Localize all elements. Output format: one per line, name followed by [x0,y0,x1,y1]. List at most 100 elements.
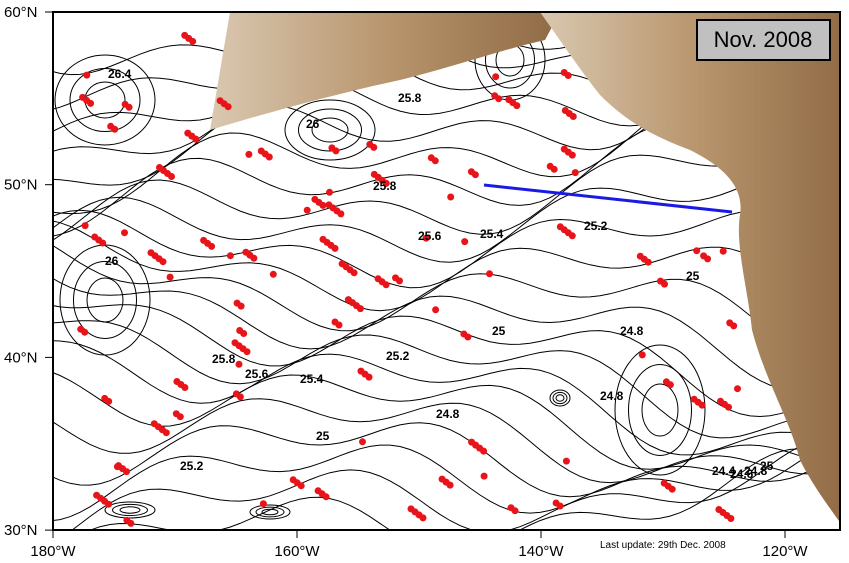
float [382,179,390,187]
contour [53,172,840,263]
contour [112,503,148,517]
float [513,102,521,110]
float [81,328,89,336]
float [303,206,311,214]
float [127,519,135,527]
contour-label: 25.8 [373,179,397,193]
float [727,515,735,522]
contour-label: 24.8 [600,389,624,403]
float [511,507,519,515]
float [226,252,234,260]
contour-label: 25.6 [245,367,269,381]
float [236,393,244,401]
float [319,201,327,209]
contour [284,99,376,161]
contour-label: 25 [316,429,330,443]
float [447,193,455,201]
contour [628,364,692,456]
contour-labels: 26.4 26 25.8 25.8 25.8 25.6 25.6 25.4 25… [105,67,774,481]
contour-label: 25 [686,269,700,283]
float [432,306,440,314]
float [568,232,576,240]
float [480,447,488,455]
float [698,401,706,409]
contour [53,278,840,390]
contour [73,261,137,339]
float [725,403,732,411]
float [189,37,197,45]
float [419,514,427,522]
contour [53,340,840,456]
float [422,234,430,242]
section-line [483,183,733,214]
contour [86,277,124,323]
float [240,330,248,337]
contour [53,398,840,484]
contour-label: 26 [306,117,320,131]
contour [552,391,568,405]
floats [77,31,741,527]
float [431,157,439,165]
north-america [540,12,840,523]
contour-label: 25.6 [418,229,442,243]
contour [53,436,840,522]
contours [53,12,840,530]
contour [255,506,285,518]
contour [53,245,840,358]
float [486,270,493,278]
float [638,351,646,359]
float [123,468,130,476]
lon-label: 160°W [274,543,320,560]
contour [54,54,156,146]
float [382,281,390,289]
float [250,254,258,262]
float [568,151,576,159]
axis-labels: 60°N 50°N 40°N 30°N 180°W 160°W 140°W 120°W [4,4,808,560]
contour [614,344,706,476]
contour [119,506,141,514]
float [365,373,373,381]
lon-label: 180°W [30,543,76,560]
contour-label: 25.2 [584,219,608,233]
float [495,95,503,103]
float [461,238,469,246]
float [245,150,253,158]
float [359,438,366,446]
float [556,502,564,510]
float [176,413,184,421]
float [113,463,121,471]
float [297,482,305,490]
alaska [210,12,560,130]
float [259,500,267,508]
float [105,397,113,405]
contour [53,220,840,316]
contour-label: 25 [492,324,506,338]
float [166,273,174,281]
contour-label: 25.2 [180,459,204,473]
contour [104,501,156,519]
footer: Last update: 29th Dec. 2008 [600,540,726,551]
float [480,472,488,480]
float [492,73,500,81]
float [668,485,676,493]
map-area: 26.4 26 25.8 25.8 25.8 25.6 25.6 25.4 25… [53,12,840,530]
contour-label: 25.2 [386,349,410,363]
float [396,277,403,285]
float [661,280,668,288]
float [322,493,330,501]
float [162,429,170,437]
float [471,171,479,179]
lat-label: 30°N [4,522,38,539]
float [243,348,251,356]
lat-label: 40°N [4,349,38,366]
contour [261,508,279,516]
lon-label: 140°W [518,543,564,560]
contour [69,68,141,132]
contour [555,394,565,402]
float [446,481,454,489]
float [704,255,712,263]
float [269,270,277,278]
contour-label: 26.4 [108,67,132,81]
float [87,99,95,107]
